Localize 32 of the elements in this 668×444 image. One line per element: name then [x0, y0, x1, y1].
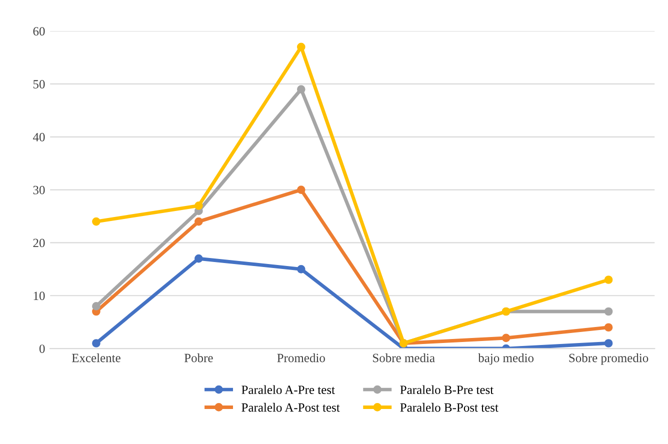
- point: [92, 339, 100, 348]
- point: [604, 307, 613, 316]
- legend-label: Paralelo A-Post test: [242, 402, 340, 412]
- x-tick-label: Excelente: [72, 353, 120, 362]
- point: [604, 339, 613, 348]
- point: [296, 42, 306, 52]
- legend-label: Paralelo B-Post test: [400, 402, 498, 412]
- y-tick-label: 30: [33, 186, 45, 194]
- y-tick-label: 0: [39, 344, 45, 353]
- point: [194, 217, 203, 226]
- y-tick-label: 10: [34, 292, 45, 300]
- y-tick-label: 60: [33, 27, 45, 36]
- legend-label: Paralelo A-Pre test: [242, 385, 335, 394]
- x-tick-label: Sobre promedio: [569, 353, 648, 365]
- point: [296, 186, 306, 194]
- point: [296, 85, 306, 94]
- x-tick-label: Sobre media: [373, 353, 435, 362]
- point: [604, 276, 613, 284]
- point: [92, 302, 100, 310]
- x-tick-label: bajo medio: [478, 353, 534, 365]
- y-tick-label: 20: [33, 238, 45, 248]
- legend-label: Paralelo B-Pre test: [400, 385, 494, 394]
- point: [296, 265, 306, 274]
- point: [194, 202, 203, 210]
- point: [604, 323, 613, 332]
- point: [502, 334, 510, 342]
- x-tick-label: Promedio: [277, 353, 325, 362]
- point: [92, 217, 100, 226]
- y-tick-label: 50: [33, 80, 45, 88]
- point: [194, 254, 203, 263]
- y-tick-label: 40: [32, 132, 45, 142]
- x-tick-label: Pobre: [184, 353, 213, 362]
